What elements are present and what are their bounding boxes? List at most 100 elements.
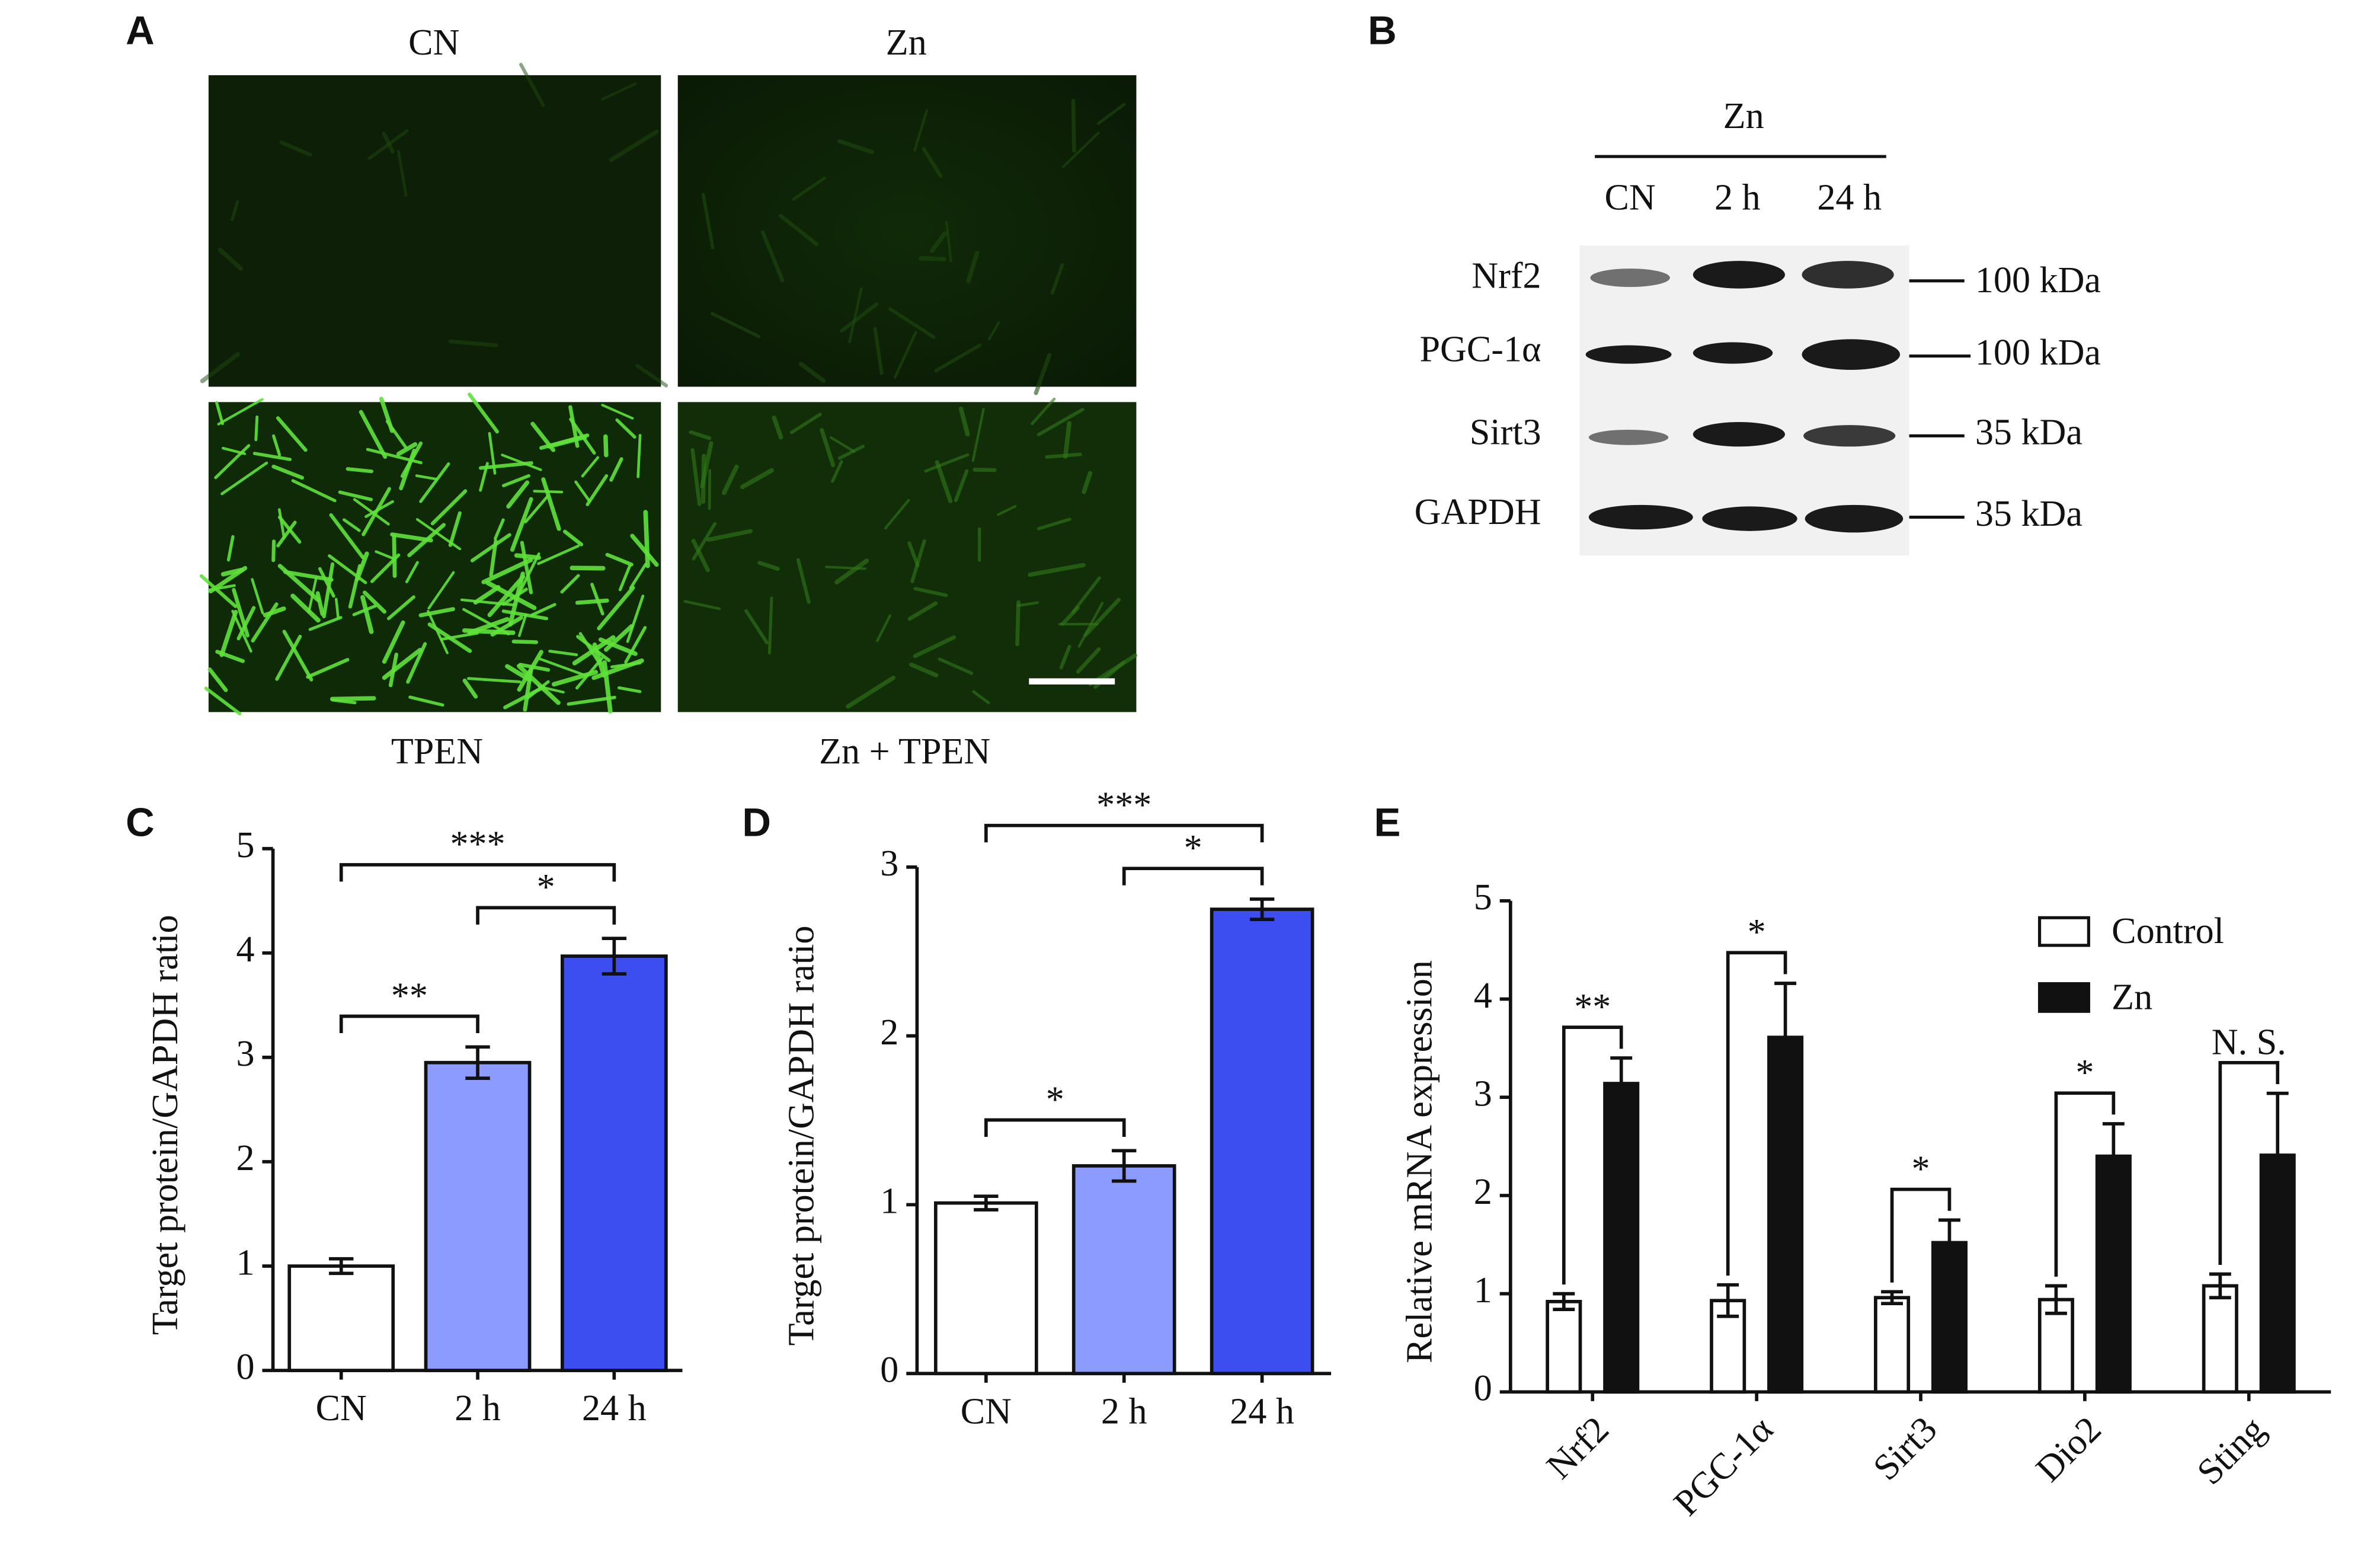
cell xyxy=(945,220,952,263)
bar xyxy=(1874,1296,1911,1394)
cell xyxy=(520,541,533,595)
cell xyxy=(578,632,602,665)
cell xyxy=(396,442,418,456)
cell xyxy=(494,518,505,541)
cell xyxy=(1034,353,1052,395)
error-bar xyxy=(974,1194,999,1212)
cell xyxy=(272,434,281,457)
band xyxy=(1693,342,1773,364)
image-caption: CN xyxy=(408,23,459,63)
cell xyxy=(935,460,953,503)
cell xyxy=(609,457,623,482)
significance-bracket xyxy=(339,863,616,882)
cell xyxy=(1083,597,1121,637)
x-tick-label: Sting xyxy=(2190,1409,2273,1493)
cell xyxy=(575,657,603,690)
cell xyxy=(796,558,811,604)
cell xyxy=(1037,408,1085,436)
error-bar xyxy=(1938,1218,1960,1267)
cell xyxy=(848,287,863,343)
cell xyxy=(353,498,390,526)
cell xyxy=(929,231,948,253)
bar xyxy=(1603,1082,1640,1394)
cell xyxy=(760,230,785,283)
cell xyxy=(1045,452,1082,459)
panel-label: C xyxy=(126,801,155,845)
band xyxy=(1693,422,1785,447)
bar xyxy=(1071,1164,1176,1376)
cell xyxy=(1015,600,1021,647)
error-bar xyxy=(1881,1290,1904,1306)
cell xyxy=(708,469,711,510)
cell xyxy=(489,539,498,577)
micrograph xyxy=(677,75,1137,387)
significance-label: *** xyxy=(1096,785,1151,825)
x-tick-label: 24 h xyxy=(1230,1391,1294,1431)
cell xyxy=(478,461,533,470)
cell xyxy=(219,609,238,657)
cell xyxy=(276,520,297,548)
cell xyxy=(271,464,305,480)
cell xyxy=(604,624,634,652)
cell xyxy=(501,474,530,488)
y-tick-label: 2 xyxy=(236,1138,254,1178)
error-bar xyxy=(2102,1122,2125,1191)
protein-label: PGC-1α xyxy=(1420,330,1541,370)
size-label: 100 kDa xyxy=(1975,260,2101,301)
cell xyxy=(922,147,943,178)
cell xyxy=(884,498,910,530)
bar xyxy=(1210,907,1314,1376)
cell xyxy=(610,661,642,669)
band xyxy=(1693,261,1785,289)
lane-label: 2 h xyxy=(1714,177,1761,218)
cell xyxy=(382,131,395,154)
cell xyxy=(907,601,938,621)
significance-label: *** xyxy=(450,824,505,865)
cell xyxy=(1031,397,1056,426)
cell xyxy=(330,696,376,701)
band xyxy=(1702,506,1797,531)
micrograph xyxy=(677,402,1137,712)
cell xyxy=(215,650,245,663)
cell xyxy=(215,401,224,426)
cell xyxy=(910,539,926,583)
cell xyxy=(888,307,936,339)
cell xyxy=(1071,576,1101,614)
cell xyxy=(740,468,774,490)
protein-label: Nrf2 xyxy=(1471,255,1541,296)
cell xyxy=(1016,601,1039,608)
x-tick-label: 24 h xyxy=(582,1388,647,1428)
significance-bracket xyxy=(476,906,616,925)
cell xyxy=(392,534,397,578)
x-tick-label: Dio2 xyxy=(2029,1409,2109,1490)
y-tick-label: 0 xyxy=(1474,1369,1492,1409)
y-tick-label: 3 xyxy=(236,1034,254,1074)
cell xyxy=(562,529,584,547)
cell xyxy=(254,415,259,442)
significance-bracket xyxy=(1726,951,1787,1276)
y-tick-label: 1 xyxy=(236,1242,254,1283)
cell xyxy=(399,449,417,491)
cell xyxy=(913,109,929,152)
cell xyxy=(379,397,395,433)
cell xyxy=(643,510,650,568)
cell xyxy=(846,675,895,709)
cell xyxy=(468,392,499,434)
cell xyxy=(473,585,501,605)
cell xyxy=(1028,563,1086,577)
band xyxy=(1585,345,1672,364)
cell xyxy=(275,634,302,681)
x-tick-label: CN xyxy=(961,1391,1012,1431)
cell xyxy=(1059,644,1071,670)
cell xyxy=(779,213,819,247)
cell xyxy=(548,650,578,657)
significance-bracket xyxy=(1562,1025,1623,1285)
cell xyxy=(831,460,843,483)
significance-label: ** xyxy=(1574,987,1611,1027)
cell xyxy=(913,635,956,659)
cell xyxy=(375,550,397,561)
significance-bracket xyxy=(2054,1091,2116,1277)
cell xyxy=(359,410,388,459)
cell xyxy=(308,616,343,631)
cell xyxy=(624,626,647,664)
